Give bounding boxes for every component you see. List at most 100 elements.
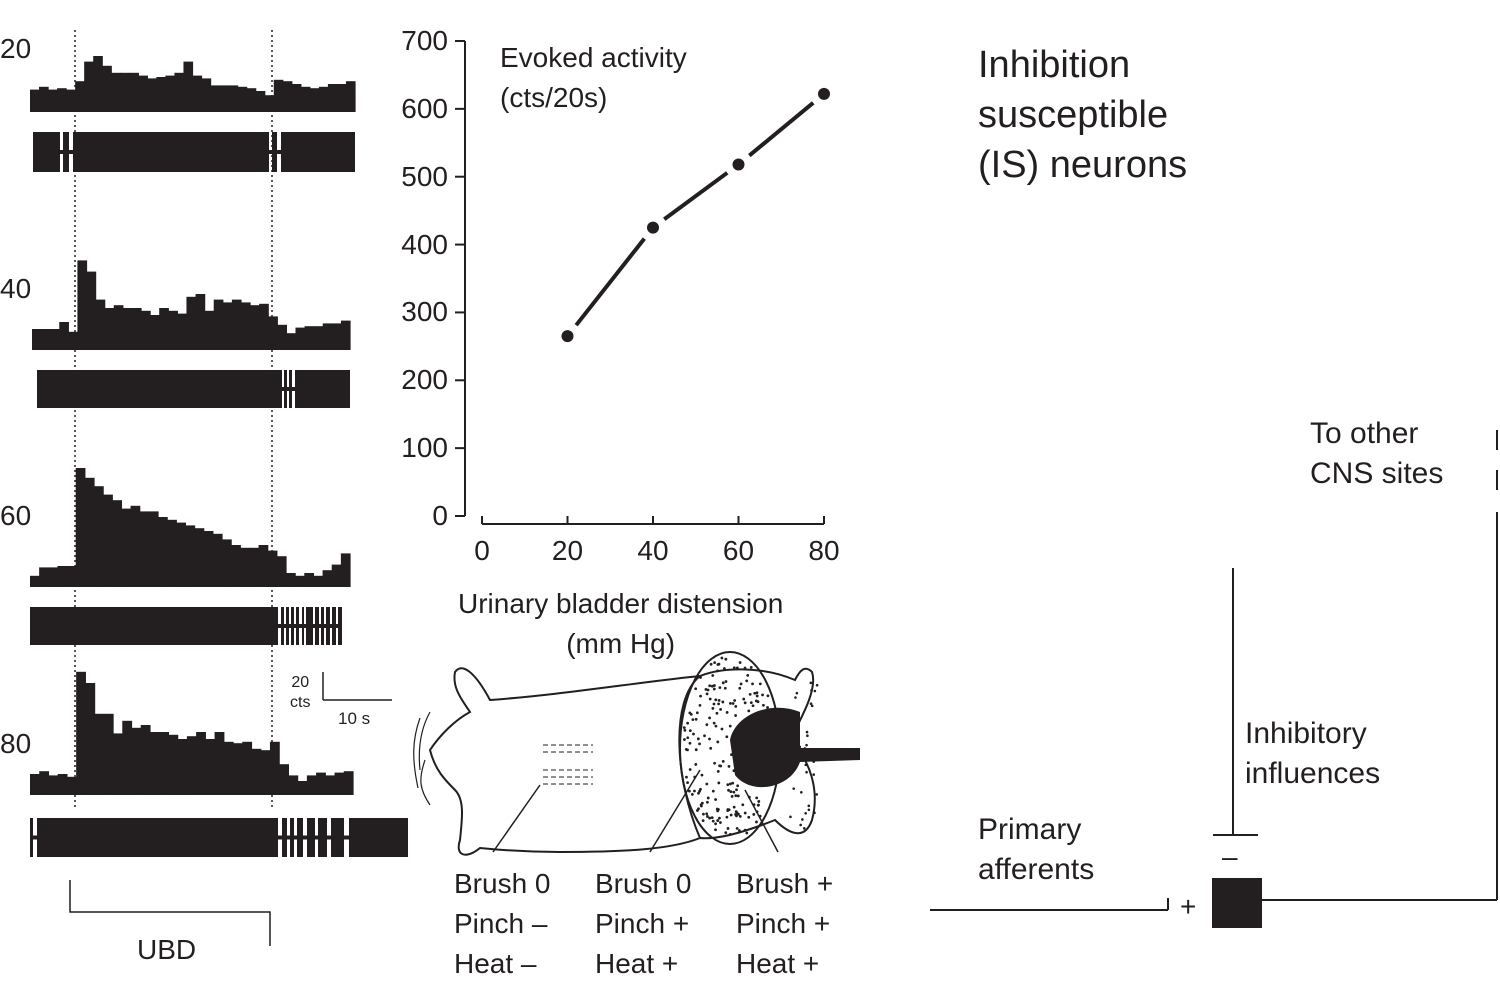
histogram-bar — [215, 732, 225, 795]
stipple-dot — [686, 736, 689, 739]
histogram-bar — [265, 95, 275, 112]
raster-gap-line — [278, 624, 281, 628]
stipple-dot — [794, 696, 797, 699]
stipple-dot — [709, 747, 712, 750]
stipple-dot — [725, 816, 728, 819]
stipple-dot — [789, 816, 792, 819]
series-segment — [576, 239, 644, 326]
stipple-dot — [703, 734, 706, 737]
rf-brush: Brush 0 — [595, 868, 692, 899]
stipple-dot — [695, 748, 698, 751]
stipple-dot — [739, 815, 742, 818]
rf-heat: Heat + — [736, 948, 819, 979]
stipple-dot — [750, 666, 753, 669]
stipple-dot — [745, 832, 748, 835]
histogram-bar — [48, 775, 58, 795]
histogram-bar — [102, 66, 112, 112]
stipple-dot — [718, 764, 721, 767]
rf-pinch: Pinch – — [454, 908, 547, 939]
histogram-bar — [213, 534, 223, 587]
histogram-bar — [150, 315, 160, 350]
histogram-bar — [168, 735, 178, 795]
histogram-bar — [50, 329, 60, 350]
histogram-bar — [238, 87, 248, 112]
stipple-dot — [744, 829, 747, 832]
histogram-bar — [332, 565, 342, 587]
rf-heat: Heat – — [454, 948, 537, 979]
stipple-dot — [713, 722, 716, 725]
y-tick-label: 500 — [401, 163, 448, 191]
stipple-dot — [737, 795, 740, 798]
histogram-bar — [325, 775, 335, 795]
stipple-dot — [711, 816, 714, 819]
stipple-dot — [724, 831, 727, 834]
stipple-dot — [811, 705, 814, 708]
stipple-dot — [683, 726, 686, 729]
raster-gap-line — [315, 836, 318, 840]
stipple-dot — [686, 749, 689, 752]
stipple-dot — [792, 787, 795, 790]
histogram-bar — [121, 509, 131, 587]
row-label-20: 20 — [0, 35, 31, 63]
stipple-dot — [697, 807, 700, 810]
stipple-dot — [736, 784, 739, 787]
raster-gap-line — [304, 624, 306, 628]
histogram-bar — [68, 332, 78, 350]
stipple-dot — [702, 819, 705, 822]
stipple-dot — [708, 738, 711, 741]
histogram-bar — [341, 553, 351, 587]
raster-gap-line — [319, 624, 321, 628]
stipple-dot — [708, 717, 711, 720]
histogram-bar — [292, 84, 302, 112]
stipple-dot — [742, 698, 745, 701]
stipple-dot — [729, 783, 732, 786]
stipple-dot — [695, 718, 698, 721]
histogram-bar — [277, 325, 287, 350]
stipple-dot — [686, 781, 689, 784]
histogram-bar — [196, 294, 206, 350]
raster-gap-line — [282, 387, 284, 391]
stipple-dot — [702, 813, 705, 816]
stipple-dot — [808, 808, 811, 811]
stipple-dot — [706, 692, 709, 695]
histogram-bar — [205, 311, 215, 350]
data-point — [647, 222, 659, 234]
output-label: To other CNS sites — [1310, 414, 1443, 494]
histogram-bar — [185, 525, 195, 587]
histogram-bar — [158, 517, 168, 587]
x-tick-label: 20 — [538, 537, 598, 565]
stipple-dot — [697, 792, 700, 795]
stipple-dot — [810, 689, 813, 692]
histogram-bar — [138, 76, 148, 112]
histogram-bar — [32, 329, 42, 350]
stipple-dot — [756, 695, 759, 698]
rf-pinch: Pinch + — [595, 908, 689, 939]
histogram-bar — [58, 774, 68, 795]
stipple-dot — [717, 782, 720, 785]
raster-gap-line — [330, 624, 332, 628]
histogram-bar — [84, 62, 94, 112]
spike-raster — [37, 370, 350, 408]
histogram-bar — [310, 88, 320, 112]
series-segment — [749, 103, 813, 156]
data-point — [818, 88, 830, 100]
stipple-dot — [719, 708, 722, 711]
histogram-bar — [259, 304, 269, 350]
histogram-bar — [59, 322, 69, 350]
histogram-bar — [305, 326, 315, 350]
histogram-bar — [261, 750, 271, 795]
stipple-dot — [812, 773, 815, 776]
stipple-dot — [806, 731, 809, 734]
raster-gap-line — [287, 387, 289, 391]
stipple-dot — [699, 704, 702, 707]
spike-raster — [30, 818, 408, 857]
histogram-bar — [193, 76, 203, 112]
histogram-bar — [159, 732, 169, 795]
stipple-dot — [711, 674, 714, 677]
histogram-bar — [341, 321, 351, 350]
histogram-bar — [132, 308, 142, 350]
histogram-bar — [156, 77, 166, 112]
plus-sign: + — [1180, 893, 1196, 921]
stipple-dot — [708, 684, 711, 687]
histogram-bar — [240, 548, 250, 587]
